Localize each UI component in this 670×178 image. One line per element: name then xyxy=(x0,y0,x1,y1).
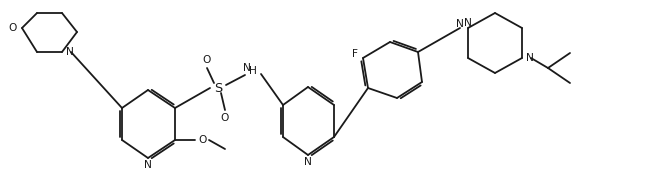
Text: N: N xyxy=(66,47,74,57)
Text: S: S xyxy=(214,82,222,95)
Text: O: O xyxy=(9,23,17,33)
Text: N: N xyxy=(243,63,251,73)
Text: N: N xyxy=(526,53,534,63)
Text: O: O xyxy=(203,55,211,65)
Text: F: F xyxy=(352,49,358,59)
Text: N: N xyxy=(144,160,152,170)
Text: O: O xyxy=(221,113,229,123)
Text: N: N xyxy=(464,18,472,28)
Text: O: O xyxy=(199,135,207,145)
Text: H: H xyxy=(249,66,257,76)
Text: N: N xyxy=(304,157,312,167)
Text: N: N xyxy=(456,19,464,29)
